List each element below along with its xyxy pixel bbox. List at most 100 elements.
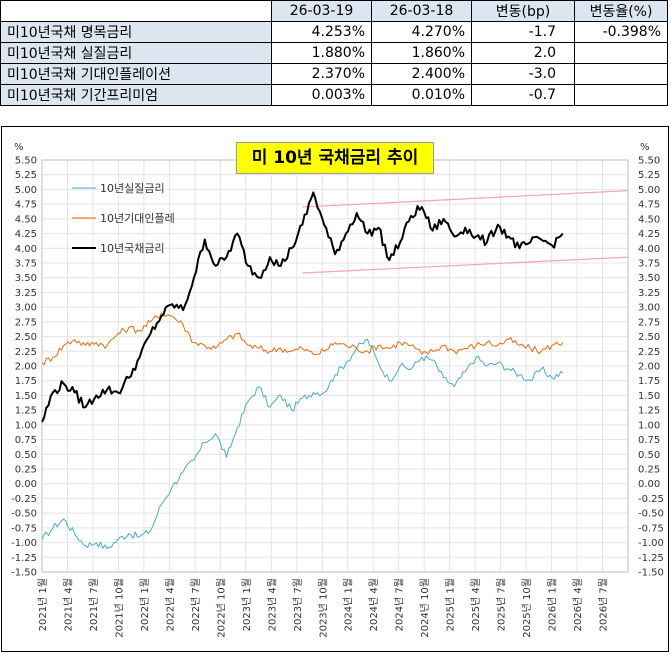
y-tick-label: 2.75 (15, 317, 37, 328)
trend-line (302, 190, 629, 208)
x-tick-label: 2026년 7월 (598, 578, 610, 631)
y-tick-label: 3.00 (638, 303, 660, 314)
header-date-1: 26-03-19 (271, 0, 372, 22)
y-tick-label: 0.50 (638, 450, 660, 461)
rates-table: 26-03-19 26-03-18 변동(bp) 변동율(%) 미10년국채 명… (0, 0, 668, 106)
y-tick-label: 3.50 (15, 273, 37, 284)
y-tick-label: 4.50 (15, 214, 37, 225)
table-header-row: 26-03-19 26-03-18 변동(bp) 변동율(%) (0, 0, 668, 22)
x-tick-label: 2024년 10월 (419, 578, 431, 638)
y-tick-label: 4.25 (638, 229, 660, 240)
y-tick-label: 1.00 (638, 420, 660, 431)
row-label: 미10년국채 기대인플레이션 (0, 63, 272, 85)
x-tick-label: 2025년 4월 (470, 578, 482, 631)
y-tick-label: -1.00 (638, 538, 664, 549)
x-tick-label: 2021년 10월 (113, 578, 125, 638)
series-line (41, 191, 564, 423)
y-tick-label: -0.25 (638, 494, 664, 505)
series-line (41, 312, 564, 365)
x-axis: 2021년 1월 2021년 4월 2021년 7월 2021년 10월 2022년 1… (37, 578, 610, 638)
y-tick-label: -1.25 (11, 553, 37, 564)
row-value-2: 1.860% (371, 42, 472, 64)
x-tick-label: 2021년 7월 (88, 578, 100, 631)
row-label: 미10년국채 명목금리 (0, 21, 272, 43)
y-tick-label: 5.25 (638, 170, 660, 181)
x-tick-label: 2026년 4월 (572, 578, 584, 631)
table-row: 미10년국채 실질금리 1.880% 1.860% 2.0 (0, 42, 668, 64)
y-tick-label: 1.50 (15, 391, 37, 402)
y-tick-label: 1.25 (638, 406, 660, 417)
y-tick-label: 0.50 (15, 450, 37, 461)
x-tick-label: 2023년 10월 (317, 578, 329, 638)
chart-legend: 10년실질금리 10년기대인플레 10년국채금리 (72, 182, 175, 255)
y-tick-label: 5.50 (638, 156, 660, 167)
legend-label: 10년국채금리 (100, 242, 165, 255)
y-tick-label: -0.25 (11, 494, 37, 505)
x-tick-label: 2023년 4월 (266, 578, 278, 631)
y-tick-label: 2.50 (638, 332, 660, 343)
x-tick-label: 2022년 1월 (139, 578, 151, 631)
y-tick-label: -0.75 (11, 523, 37, 534)
y-tick-label: -1.00 (11, 538, 37, 549)
y-tick-label: 1.00 (15, 420, 37, 431)
row-value-2: 4.270% (371, 21, 472, 43)
x-tick-label: 2022년 10월 (215, 578, 227, 638)
y-tick-label: 2.00 (15, 362, 37, 373)
y-tick-label: 0.00 (15, 479, 37, 490)
y-tick-label: 1.75 (638, 376, 660, 387)
y-axis-right: -1.50 -1.25 -1.00 -0.75 -0.50 -0.25 0.00 0.25 0.… (638, 156, 664, 579)
y-tick-label: -0.50 (11, 509, 37, 520)
row-value-1: 2.370% (271, 63, 372, 85)
y-tick-label: 2.25 (15, 347, 37, 358)
x-tick-label: 2021년 1월 (37, 578, 49, 631)
x-tick-label: 2022년 7월 (190, 578, 202, 631)
header-blank (0, 0, 272, 22)
x-tick-label: 2024년 4월 (368, 578, 380, 631)
y-tick-label: 4.75 (638, 200, 660, 211)
header-change-bp: 변동(bp) (471, 0, 575, 22)
y-tick-label: 4.00 (638, 244, 660, 255)
y-tick-label: 0.25 (15, 465, 37, 476)
chart-grid (41, 159, 629, 573)
x-tick-label: 2025년 1월 (445, 578, 457, 631)
table-row: 미10년국채 명목금리 4.253% 4.270% -1.7 -0.398% (0, 21, 668, 43)
y-tick-label: 1.75 (15, 376, 37, 387)
x-tick-label: 2025년 7월 (496, 578, 508, 631)
y-tick-label: -1.50 (638, 568, 664, 579)
y-tick-label: 4.00 (15, 244, 37, 255)
y-tick-label: -1.50 (11, 568, 37, 579)
y-tick-label: -0.50 (638, 509, 664, 520)
chart-title: 미 10년 국채금리 추이 (236, 142, 434, 174)
x-tick-label: 2025년 10월 (521, 578, 533, 638)
chart-frame (1, 126, 669, 652)
y-axis-left: -1.50 -1.25 -1.00 -0.75 -0.50 -0.25 0.00 0.25 0.… (11, 156, 37, 579)
y-tick-label: 5.00 (15, 185, 37, 196)
legend-label: 10년실질금리 (100, 182, 165, 195)
y-tick-label: 4.50 (638, 214, 660, 225)
trend-line (302, 256, 629, 274)
y-tick-label: 2.75 (638, 317, 660, 328)
table-row: 미10년국채 기간프리미엄 0.003% 0.010% -0.7 (0, 84, 668, 106)
row-pct: -0.398% (574, 21, 668, 43)
y-axis-right-unit: % (640, 142, 650, 153)
y-tick-label: 4.75 (15, 200, 37, 211)
x-tick-label: 2023년 1월 (241, 578, 253, 631)
row-label: 미10년국채 실질금리 (0, 42, 272, 64)
y-tick-label: 2.25 (638, 347, 660, 358)
row-value-1: 4.253% (271, 21, 372, 43)
x-tick-label: 2024년 7월 (394, 578, 406, 631)
chart-series (41, 190, 629, 549)
y-tick-label: 3.00 (15, 303, 37, 314)
y-tick-label: -0.75 (638, 523, 664, 534)
y-tick-label: 3.75 (638, 259, 660, 270)
row-value-1: 1.880% (271, 42, 372, 64)
y-tick-label: 2.00 (638, 362, 660, 373)
x-tick-label: 2021년 4월 (62, 578, 74, 631)
legend-label: 10년기대인플레 (100, 212, 175, 225)
y-tick-label: 3.25 (638, 288, 660, 299)
y-tick-label: 4.25 (15, 229, 37, 240)
y-tick-label: 5.00 (638, 185, 660, 196)
row-value-1: 0.003% (271, 84, 372, 106)
y-tick-label: 0.75 (638, 435, 660, 446)
